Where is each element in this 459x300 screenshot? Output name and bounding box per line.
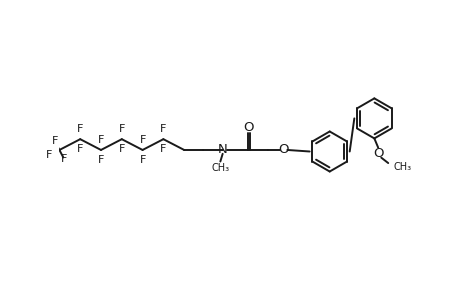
Text: N: N (217, 143, 227, 157)
Text: F: F (77, 124, 83, 134)
Text: F: F (118, 144, 125, 154)
Text: O: O (373, 146, 383, 160)
Text: F: F (61, 154, 67, 164)
Text: F: F (160, 124, 166, 134)
Text: F: F (46, 150, 52, 160)
Text: O: O (278, 143, 288, 157)
Text: F: F (77, 144, 83, 154)
Text: F: F (118, 124, 125, 134)
Text: F: F (98, 155, 104, 165)
Text: O: O (242, 121, 253, 134)
Text: CH₃: CH₃ (211, 163, 229, 173)
Text: F: F (51, 136, 58, 146)
Text: F: F (98, 135, 104, 145)
Text: F: F (160, 144, 166, 154)
Text: F: F (139, 155, 146, 165)
Text: F: F (139, 135, 146, 145)
Text: CH₃: CH₃ (393, 162, 411, 172)
